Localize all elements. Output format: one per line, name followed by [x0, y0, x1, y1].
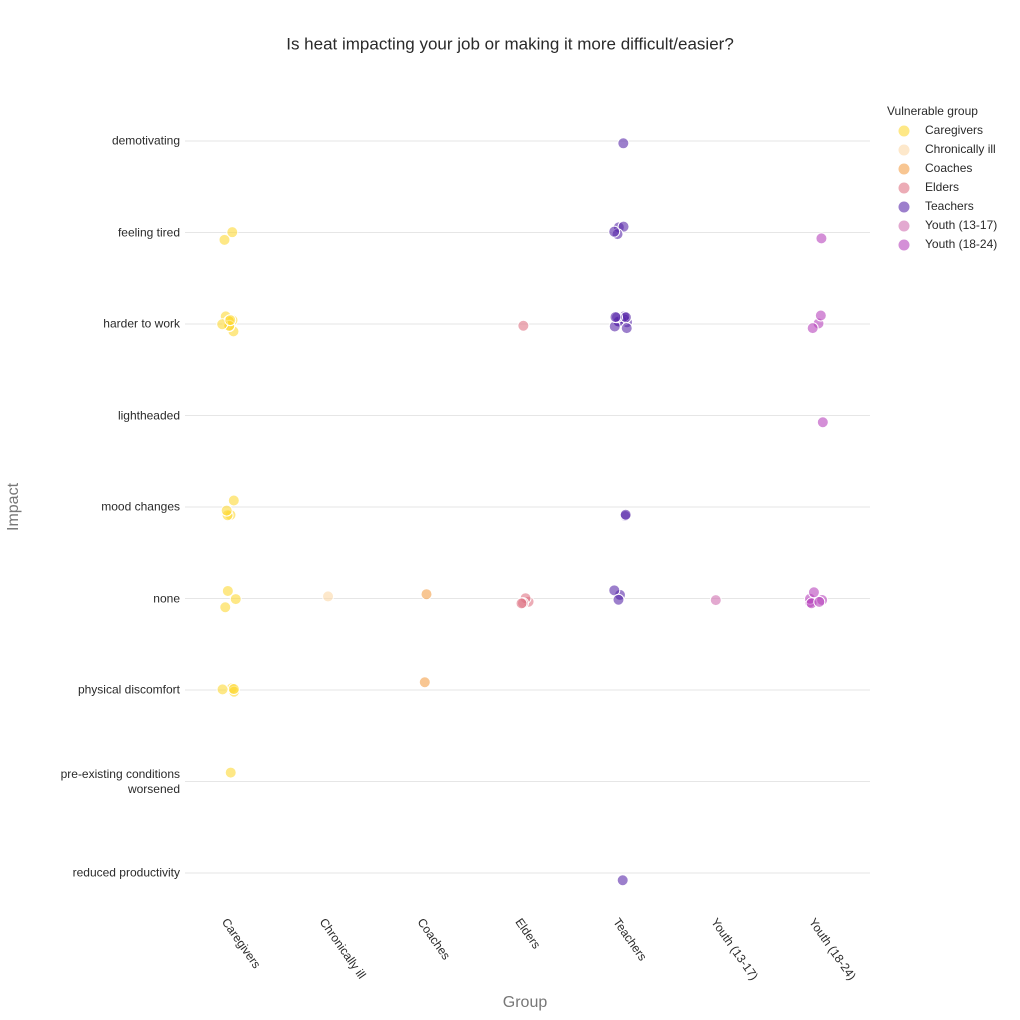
- point: [216, 683, 229, 696]
- legend-label: Youth (18-24): [925, 237, 997, 251]
- point: [813, 595, 826, 608]
- x-axis-title: Group: [503, 994, 548, 1011]
- point: [219, 601, 232, 614]
- point: [420, 588, 433, 601]
- point: [816, 416, 829, 429]
- legend-marker: [898, 182, 910, 194]
- point: [617, 137, 630, 150]
- y-axis-title: Impact: [5, 482, 22, 531]
- point: [221, 584, 234, 597]
- y-tick-label: physical discomfort: [77, 682, 180, 697]
- x-tick-label: Youth (18-24): [806, 916, 859, 983]
- point: [806, 322, 819, 335]
- point: [807, 586, 820, 599]
- x-tick-label: Elders: [512, 916, 543, 952]
- point: [619, 508, 632, 521]
- point: [620, 322, 633, 335]
- y-tick-label: lightheaded: [117, 408, 180, 422]
- x-tick-label: Coaches: [415, 916, 454, 963]
- legend-marker: [898, 220, 910, 232]
- legend-marker: [898, 239, 910, 251]
- point: [220, 504, 233, 517]
- point: [515, 597, 528, 610]
- legend-label: Caregivers: [925, 123, 983, 137]
- point: [612, 593, 625, 606]
- point: [226, 226, 239, 239]
- point: [709, 594, 722, 607]
- y-tick-label: none: [153, 591, 180, 605]
- legend-marker: [898, 125, 910, 137]
- point: [815, 232, 828, 245]
- legend-marker: [898, 163, 910, 175]
- x-tick-label: Youth (13-17): [708, 916, 761, 983]
- point: [517, 319, 530, 332]
- point: [218, 233, 231, 246]
- y-tick-label: reduced productivity: [72, 865, 180, 880]
- point: [609, 311, 622, 324]
- point: [224, 314, 237, 327]
- x-tick-label: Chronically ill: [317, 916, 369, 982]
- point: [418, 676, 431, 689]
- x-tick-label: Caregivers: [219, 916, 264, 972]
- legend-label: Chronically ill: [925, 142, 996, 156]
- point: [227, 683, 240, 696]
- legend-marker: [898, 144, 910, 156]
- y-tick-label: mood changes: [101, 499, 180, 514]
- chart-title: Is heat impacting your job or making it …: [286, 34, 734, 53]
- y-tick-label: harder to work: [103, 316, 180, 331]
- point: [229, 593, 242, 606]
- point: [322, 590, 335, 603]
- legend-label: Elders: [925, 180, 959, 194]
- legend-label: Coaches: [925, 161, 972, 175]
- point: [224, 766, 237, 779]
- legend-marker: [898, 201, 910, 213]
- point: [616, 874, 629, 887]
- y-tick-label: demotivating: [111, 133, 180, 148]
- y-tick-label: pre-existing conditions worsened: [60, 766, 180, 796]
- legend-title: Vulnerable group: [887, 104, 978, 118]
- legend-label: Teachers: [925, 199, 974, 213]
- legend-label: Youth (13-17): [925, 218, 997, 232]
- point: [608, 225, 621, 238]
- y-tick-label: feeling tired: [117, 225, 180, 239]
- point: [814, 309, 827, 322]
- point: [227, 494, 240, 507]
- points: [216, 137, 829, 887]
- x-tick-label: Teachers: [610, 916, 649, 964]
